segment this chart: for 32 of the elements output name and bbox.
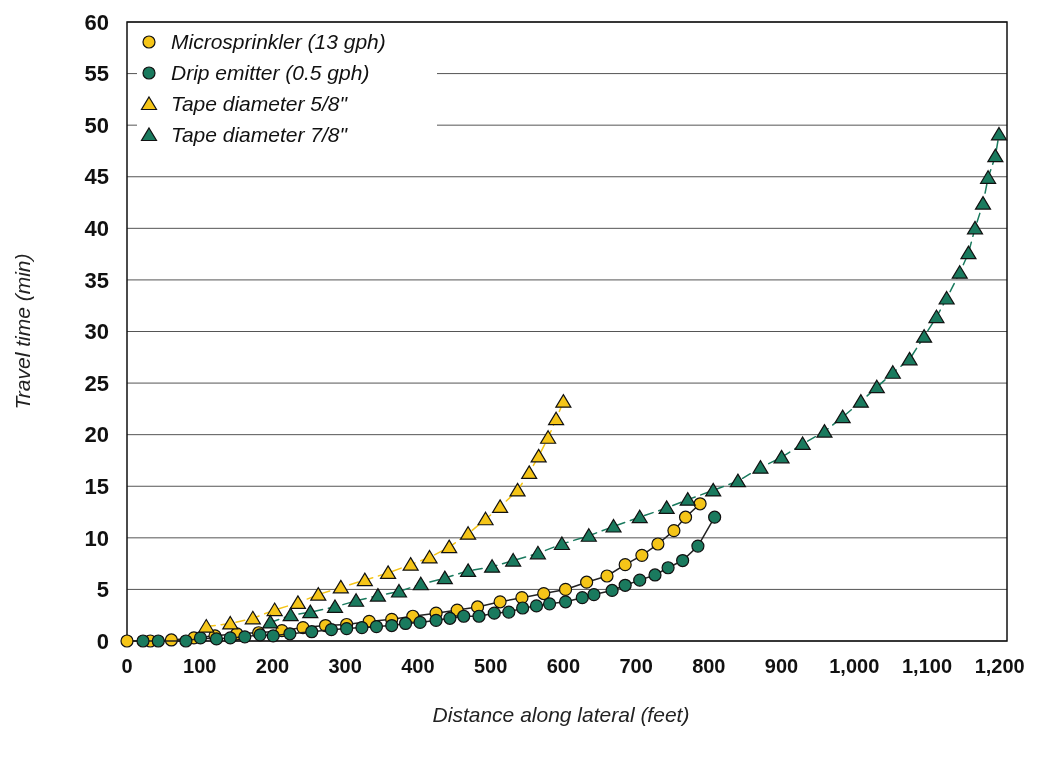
y-tick-label: 10 bbox=[84, 525, 109, 551]
x-tick-label: 700 bbox=[619, 655, 653, 677]
x-tick-label: 400 bbox=[401, 655, 435, 677]
x-tick-label: 100 bbox=[183, 655, 217, 677]
y-tick-label: 15 bbox=[84, 473, 109, 499]
y-tick-label: 35 bbox=[84, 267, 109, 293]
x-tick-label: 300 bbox=[328, 655, 362, 677]
y-tick-label: 30 bbox=[84, 319, 109, 345]
legend-label: Tape diameter 5/8" bbox=[171, 92, 349, 116]
y-tick-label: 40 bbox=[84, 216, 109, 242]
x-tick-label: 800 bbox=[692, 655, 726, 677]
legend-label: Drip emitter (0.5 gph) bbox=[171, 61, 370, 85]
x-tick-label: 600 bbox=[546, 655, 581, 677]
y-axis-title: Travel time (min) bbox=[11, 253, 34, 410]
x-tick-label: 900 bbox=[764, 655, 799, 677]
x-axis-title: Distance along lateral (feet) bbox=[432, 703, 690, 726]
y-tick-label: 25 bbox=[84, 370, 109, 396]
x-tick-label: 1,100 bbox=[901, 655, 953, 677]
legend-label: Microsprinkler (13 gph) bbox=[171, 30, 386, 54]
x-tick-label: 0 bbox=[121, 655, 133, 677]
x-tick-label: 1,200 bbox=[974, 655, 1025, 677]
y-tick-label: 0 bbox=[96, 628, 109, 654]
x-tick-label: 500 bbox=[473, 655, 508, 677]
legend-label: Tape diameter 7/8" bbox=[171, 123, 349, 147]
y-tick-label: 50 bbox=[84, 112, 109, 138]
y-tick-label: 45 bbox=[84, 164, 109, 190]
y-tick-label: 55 bbox=[84, 61, 109, 87]
y-tick-label: 20 bbox=[84, 422, 109, 448]
y-tick-label: 60 bbox=[84, 9, 109, 35]
x-tick-label: 200 bbox=[255, 655, 290, 677]
x-tick-label: 1,000 bbox=[829, 655, 880, 677]
y-tick-label: 5 bbox=[96, 577, 109, 603]
